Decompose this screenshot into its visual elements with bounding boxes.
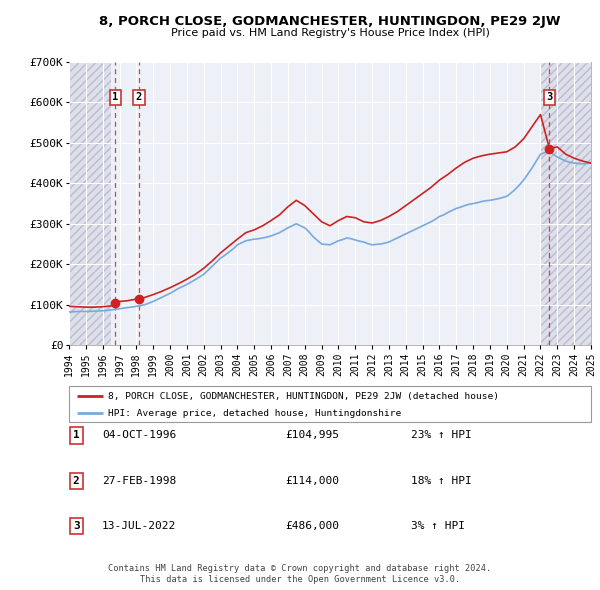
Text: 23% ↑ HPI: 23% ↑ HPI [411,431,472,440]
Text: 3% ↑ HPI: 3% ↑ HPI [411,522,465,531]
Text: £114,000: £114,000 [285,476,339,486]
Text: 13-JUL-2022: 13-JUL-2022 [102,522,176,531]
Text: This data is licensed under the Open Government Licence v3.0.: This data is licensed under the Open Gov… [140,575,460,584]
Text: HPI: Average price, detached house, Huntingdonshire: HPI: Average price, detached house, Hunt… [108,408,401,418]
Text: 27-FEB-1998: 27-FEB-1998 [102,476,176,486]
Text: £104,995: £104,995 [285,431,339,440]
Text: £486,000: £486,000 [285,522,339,531]
FancyBboxPatch shape [69,386,591,422]
Text: 8, PORCH CLOSE, GODMANCHESTER, HUNTINGDON, PE29 2JW (detached house): 8, PORCH CLOSE, GODMANCHESTER, HUNTINGDO… [108,392,499,401]
Text: 1: 1 [112,93,118,102]
Text: Contains HM Land Registry data © Crown copyright and database right 2024.: Contains HM Land Registry data © Crown c… [109,565,491,573]
Text: 18% ↑ HPI: 18% ↑ HPI [411,476,472,486]
Bar [69,62,111,345]
Bar [541,62,591,345]
Text: 3: 3 [73,522,80,531]
Text: 8, PORCH CLOSE, GODMANCHESTER, HUNTINGDON, PE29 2JW: 8, PORCH CLOSE, GODMANCHESTER, HUNTINGDO… [99,15,561,28]
Text: 04-OCT-1996: 04-OCT-1996 [102,431,176,440]
Text: 2: 2 [136,93,142,102]
Text: 1: 1 [73,431,80,440]
Text: 3: 3 [546,93,553,102]
Text: Price paid vs. HM Land Registry's House Price Index (HPI): Price paid vs. HM Land Registry's House … [170,28,490,38]
Text: 2: 2 [73,476,80,486]
